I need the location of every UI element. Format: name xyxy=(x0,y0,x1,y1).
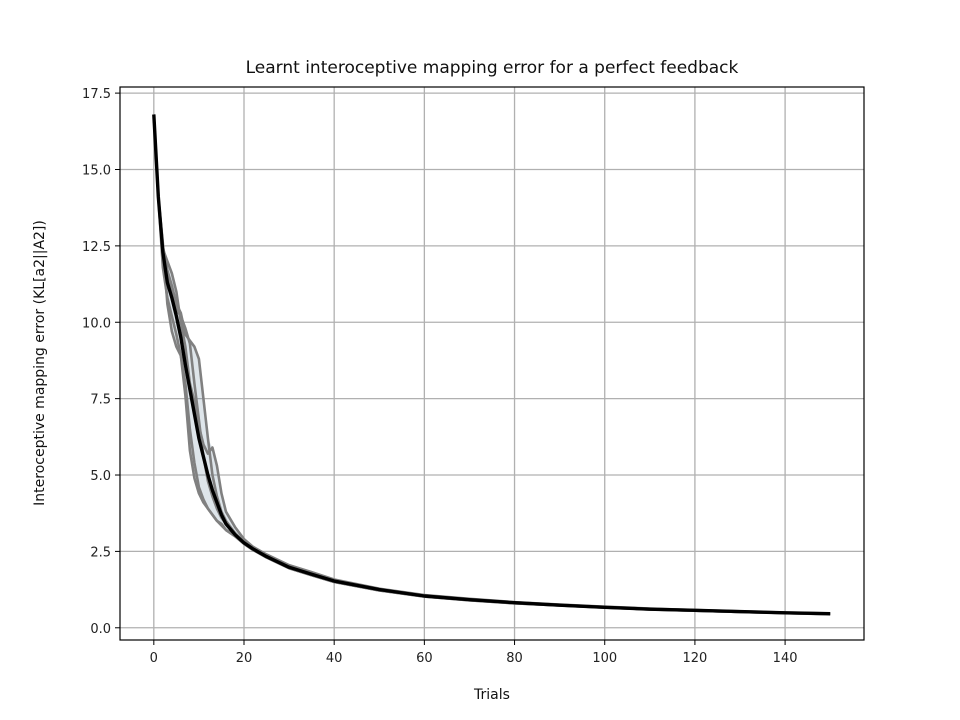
x-axis-ticks: 0 20 40 60 80 100 120 140 xyxy=(150,640,798,666)
y-tick-label: 5.0 xyxy=(90,469,111,484)
y-axis-ticks: 0.0 2.5 5.0 7.5 10.0 12.5 15.0 17.5 xyxy=(82,87,120,637)
x-tick-label: 40 xyxy=(326,651,343,666)
y-tick-label: 12.5 xyxy=(82,240,111,255)
plot-frame xyxy=(119,86,865,641)
y-tick-label: 17.5 xyxy=(82,87,111,102)
y-tick-label: 10.0 xyxy=(82,316,111,331)
mean-line xyxy=(152,114,831,616)
x-tick-label: 60 xyxy=(416,651,433,666)
x-tick-label: 140 xyxy=(773,651,798,666)
x-tick-label: 0 xyxy=(150,651,158,666)
x-tick-label: 20 xyxy=(236,651,253,666)
plot-series xyxy=(152,114,831,616)
y-axis-label: Interoceptive mapping error (KL[a2||A2]) xyxy=(32,220,48,506)
y-tick-label: 7.5 xyxy=(90,393,111,408)
x-tick-label: 120 xyxy=(682,651,707,666)
x-tick-label: 80 xyxy=(506,651,523,666)
x-tick-label: 100 xyxy=(592,651,617,666)
y-tick-label: 15.0 xyxy=(82,163,111,178)
gridlines xyxy=(120,87,864,640)
x-axis-label: Trials xyxy=(473,687,510,703)
y-tick-label: 2.5 xyxy=(90,545,111,560)
chart-title: Learnt interoceptive mapping error for a… xyxy=(246,58,739,78)
y-tick-label: 0.0 xyxy=(90,622,111,637)
